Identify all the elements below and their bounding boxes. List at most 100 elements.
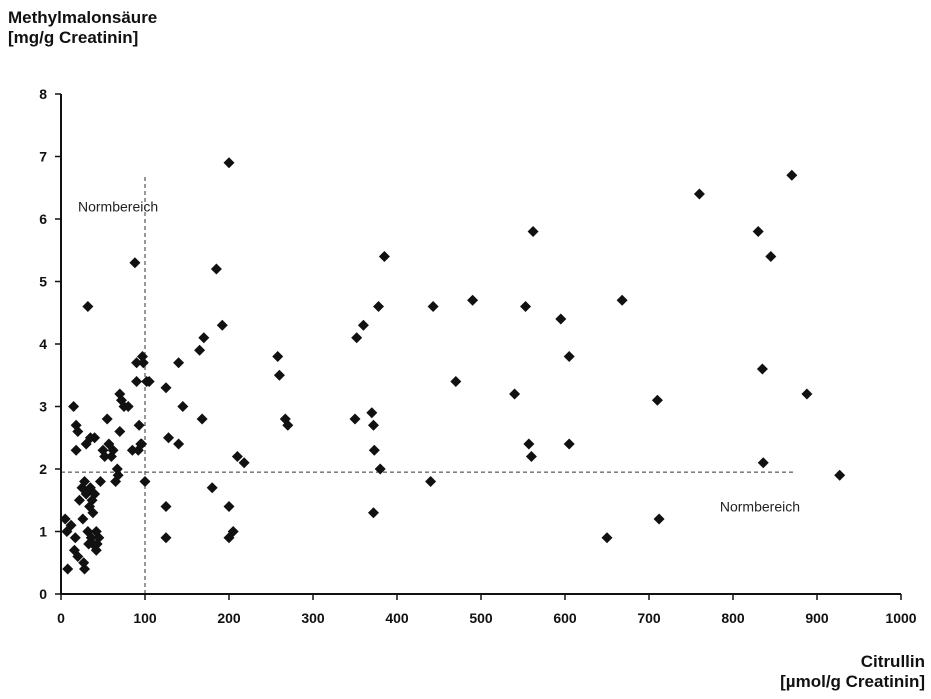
data-point bbox=[231, 451, 243, 462]
data-point bbox=[801, 388, 813, 400]
data-point bbox=[99, 451, 111, 462]
data-point bbox=[59, 513, 71, 525]
data-point bbox=[89, 488, 101, 500]
data-point bbox=[122, 401, 134, 412]
data-point bbox=[757, 457, 769, 469]
data-point bbox=[834, 469, 846, 481]
data-point bbox=[194, 344, 206, 356]
data-point bbox=[555, 313, 567, 325]
y-axis-label-line1: Methylmalonsäure bbox=[8, 8, 158, 27]
data-point bbox=[65, 519, 77, 531]
x-tick-label: 700 bbox=[637, 610, 661, 626]
data-point bbox=[693, 188, 705, 200]
data-point bbox=[653, 513, 665, 525]
data-point bbox=[651, 394, 663, 406]
data-point bbox=[223, 501, 235, 512]
data-point bbox=[160, 382, 172, 394]
data-point bbox=[786, 169, 798, 181]
data-point bbox=[163, 432, 175, 444]
data-point bbox=[129, 257, 141, 269]
data-point bbox=[349, 413, 361, 425]
data-point bbox=[133, 419, 145, 431]
data-point bbox=[173, 438, 185, 450]
data-point bbox=[223, 157, 235, 169]
data-point bbox=[616, 294, 628, 306]
data-point bbox=[196, 413, 208, 425]
data-point bbox=[79, 563, 91, 575]
data-point bbox=[378, 251, 390, 262]
data-point bbox=[238, 457, 250, 469]
data-point bbox=[89, 432, 101, 444]
data-point bbox=[101, 413, 113, 425]
data-point bbox=[427, 301, 439, 312]
data-point bbox=[69, 532, 81, 544]
x-axis-label-line1: Citrullin bbox=[860, 652, 925, 671]
data-point bbox=[68, 401, 80, 412]
data-point bbox=[93, 532, 105, 544]
data-point bbox=[227, 526, 239, 537]
data-point bbox=[425, 476, 437, 487]
data-point bbox=[177, 401, 189, 412]
data-point bbox=[206, 482, 218, 494]
data-point bbox=[73, 494, 85, 506]
annotations: Normbereich Normbereich bbox=[78, 199, 800, 515]
data-point bbox=[94, 476, 106, 487]
normbereich-label-vertical: Normbereich bbox=[78, 199, 158, 215]
y-tick-label: 6 bbox=[39, 211, 47, 227]
data-point bbox=[527, 226, 539, 237]
data-point bbox=[357, 319, 369, 331]
data-point bbox=[82, 301, 94, 312]
data-point bbox=[509, 388, 521, 400]
data-point bbox=[173, 357, 185, 369]
data-point bbox=[756, 363, 768, 375]
data-point bbox=[563, 351, 575, 362]
data-point bbox=[366, 407, 378, 419]
y-tick-label: 3 bbox=[39, 399, 47, 415]
data-point bbox=[160, 501, 172, 512]
data-point bbox=[62, 563, 74, 575]
data-point bbox=[467, 294, 479, 306]
data-point bbox=[72, 426, 84, 437]
data-point bbox=[523, 438, 535, 450]
data-point bbox=[520, 301, 532, 312]
data-point bbox=[131, 376, 143, 387]
x-tick-label: 800 bbox=[721, 610, 745, 626]
data-point bbox=[70, 444, 82, 456]
data-point bbox=[368, 444, 380, 456]
data-point bbox=[563, 438, 575, 450]
x-tick-label: 900 bbox=[805, 610, 829, 626]
data-point bbox=[752, 226, 764, 237]
reference-lines bbox=[61, 175, 796, 594]
data-point bbox=[136, 438, 148, 450]
y-tick-label: 4 bbox=[39, 336, 47, 352]
y-tick-label: 0 bbox=[39, 586, 47, 602]
data-point bbox=[112, 469, 124, 481]
data-point bbox=[367, 419, 379, 431]
data-point bbox=[87, 507, 99, 519]
data-point bbox=[282, 419, 294, 431]
data-point bbox=[765, 251, 777, 262]
data-point bbox=[160, 532, 172, 544]
data-point bbox=[79, 476, 91, 487]
data-point bbox=[77, 513, 89, 525]
x-tick-label: 200 bbox=[217, 610, 241, 626]
data-point bbox=[525, 451, 537, 462]
y-tick-label: 2 bbox=[39, 461, 47, 477]
data-point bbox=[367, 507, 379, 519]
data-point bbox=[126, 444, 138, 456]
data-point bbox=[114, 426, 126, 437]
y-tick-label: 1 bbox=[39, 524, 47, 540]
y-axis-label-line2: [mg/g Creatinin] bbox=[8, 28, 139, 47]
x-tick-label: 600 bbox=[553, 610, 577, 626]
y-tick-label: 8 bbox=[39, 86, 47, 102]
data-point bbox=[272, 351, 284, 362]
data-point bbox=[273, 369, 285, 381]
data-point bbox=[131, 357, 143, 369]
x-tick-label: 400 bbox=[385, 610, 409, 626]
y-tick-label: 7 bbox=[39, 149, 47, 165]
data-point bbox=[216, 319, 228, 331]
data-point bbox=[107, 444, 119, 456]
data-point bbox=[198, 332, 210, 344]
data-point bbox=[351, 332, 363, 344]
